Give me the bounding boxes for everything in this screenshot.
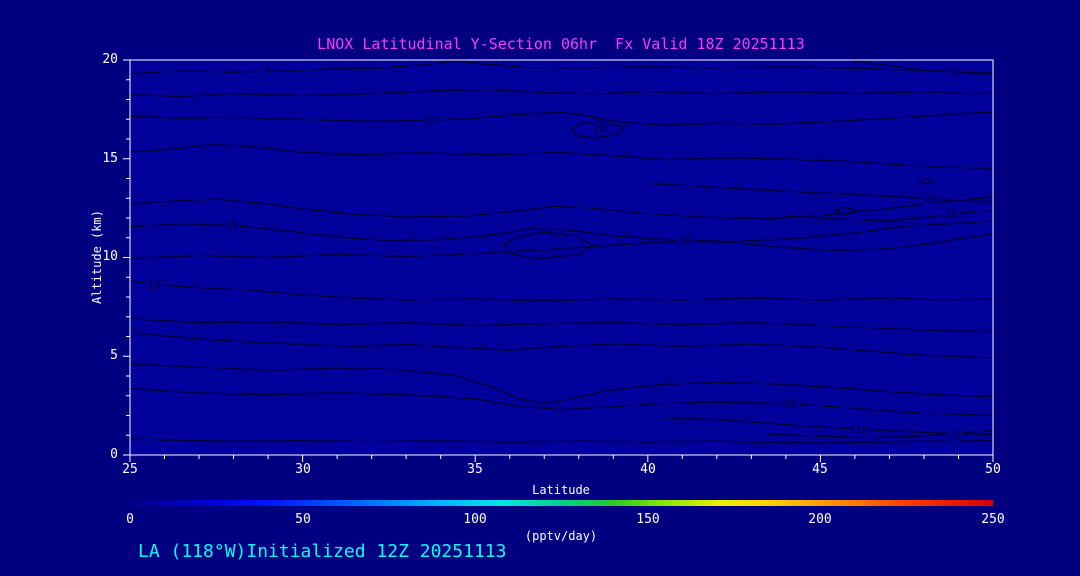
x-tick-label: 30 — [295, 462, 311, 477]
svg-text:30: 30 — [679, 235, 692, 248]
svg-text:20: 20 — [225, 219, 238, 232]
x-axis-label: Latitude — [532, 483, 590, 497]
y-tick-label: 15 — [102, 151, 118, 166]
y-tick-label: 5 — [110, 348, 118, 363]
colorbar-tick-label: 50 — [295, 512, 311, 527]
y-tick-label: 0 — [110, 447, 118, 462]
svg-text:10: 10 — [855, 423, 868, 436]
x-tick-label: 35 — [467, 462, 483, 477]
svg-text:20: 20 — [948, 428, 961, 441]
colorbar-tick-label: 200 — [808, 512, 832, 527]
svg-text:20: 20 — [593, 122, 606, 135]
colorbar-tick-label: 0 — [126, 512, 134, 527]
colorbar-units-label: (pptv/day) — [524, 529, 598, 543]
chart-title: LNOX Latitudinal Y-Section 06hr Fx Valid… — [317, 35, 805, 53]
svg-text:0: 0 — [952, 66, 959, 79]
contour-plot: 5 0 10 20 20 30 10 10 5 10 20 20 30 — [123, 59, 994, 462]
colorbar-tick-label: 250 — [981, 512, 1005, 527]
svg-text:5: 5 — [265, 65, 272, 78]
colorbar — [130, 500, 993, 506]
colorbar-tick-label: 150 — [636, 512, 660, 527]
init-info-text: LA (118°W)Initialized 12Z 20251113 — [138, 541, 507, 562]
svg-text:30: 30 — [945, 208, 958, 221]
x-tick-label: 50 — [985, 462, 1001, 477]
x-tick-label: 25 — [122, 462, 138, 477]
y-tick-label: 10 — [102, 249, 118, 264]
svg-text:20: 20 — [924, 193, 937, 206]
x-tick-label: 45 — [812, 462, 828, 477]
svg-text:10: 10 — [783, 398, 796, 411]
svg-text:10: 10 — [148, 279, 161, 292]
x-tick-label: 40 — [640, 462, 656, 477]
svg-text:10: 10 — [424, 114, 437, 127]
y-tick-label: 20 — [102, 52, 118, 67]
colorbar-tick-label: 100 — [463, 512, 487, 527]
svg-text:5: 5 — [142, 434, 149, 447]
